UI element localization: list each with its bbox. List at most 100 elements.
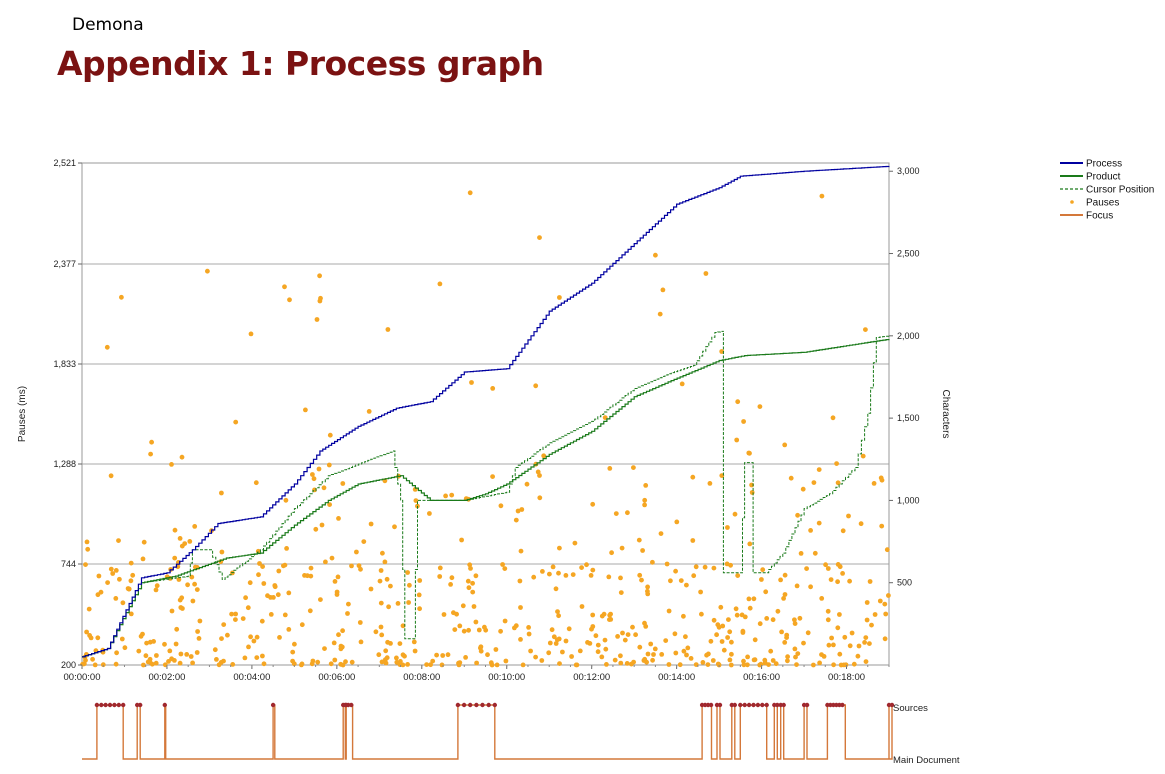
pause-point xyxy=(872,612,878,617)
pause-point xyxy=(93,648,99,654)
pause-point xyxy=(437,565,443,571)
left-tick-label: 200 xyxy=(61,660,76,670)
pause-point xyxy=(867,641,872,646)
pause-point xyxy=(725,525,730,530)
focus-marker xyxy=(468,702,473,708)
pause-point xyxy=(122,645,128,651)
pause-point xyxy=(784,635,789,640)
pause-point xyxy=(745,662,750,668)
pause-point xyxy=(384,655,390,661)
pause-point xyxy=(406,600,411,605)
pause-point xyxy=(812,550,818,556)
pause-point xyxy=(714,632,719,638)
pause-point xyxy=(668,578,673,584)
pause-point xyxy=(826,642,832,648)
x-tick-label: 00:10:00 xyxy=(488,672,525,683)
pause-point xyxy=(821,654,827,659)
pause-point xyxy=(457,660,463,665)
pause-point xyxy=(476,627,482,633)
pause-point xyxy=(741,658,746,664)
pause-point xyxy=(572,540,578,546)
pause-point xyxy=(849,630,855,636)
pause-point xyxy=(86,606,92,612)
pause-point xyxy=(185,582,191,588)
pause-point xyxy=(674,519,680,525)
pause-point xyxy=(188,654,194,659)
focus-marker xyxy=(755,702,761,708)
pause-point xyxy=(842,634,848,640)
pause-point xyxy=(179,454,185,460)
pause-point xyxy=(846,513,851,519)
pause-point xyxy=(805,630,811,636)
pause-point xyxy=(354,549,359,555)
pause-point xyxy=(847,643,853,649)
pause-point xyxy=(642,502,647,508)
right-tick-label: 1,500 xyxy=(897,413,920,423)
pause-point xyxy=(563,573,569,578)
pause-point xyxy=(630,624,635,630)
focus-marker xyxy=(270,702,276,708)
pause-point xyxy=(688,656,694,661)
pause-point xyxy=(741,662,747,668)
focus-marker xyxy=(840,702,845,708)
focus-marker xyxy=(107,702,113,708)
pause-point xyxy=(327,432,333,438)
pause-point xyxy=(253,480,259,486)
pause-point xyxy=(261,581,267,586)
pause-point xyxy=(585,640,590,645)
pause-point xyxy=(503,658,509,664)
pause-point xyxy=(275,592,281,598)
pause-point xyxy=(356,563,362,569)
pause-point xyxy=(660,287,666,293)
pause-point xyxy=(178,605,184,610)
pause-point xyxy=(685,645,691,651)
pause-point xyxy=(684,652,689,658)
pause-point xyxy=(553,641,559,646)
pause-point xyxy=(502,566,508,571)
pause-point xyxy=(126,586,132,592)
pause-point xyxy=(345,611,350,616)
pause-point xyxy=(741,419,746,424)
pause-point xyxy=(517,578,523,584)
pause-point xyxy=(684,582,689,588)
pause-point xyxy=(313,526,319,532)
pause-point xyxy=(547,640,553,646)
pause-point xyxy=(85,546,91,552)
pause-point xyxy=(439,662,445,668)
pause-point xyxy=(640,548,645,553)
pause-point xyxy=(315,659,321,665)
pause-point xyxy=(382,559,388,565)
pause-point xyxy=(322,646,327,651)
pause-point xyxy=(385,639,390,645)
pause-point xyxy=(192,524,198,529)
pause-point xyxy=(478,644,484,650)
pause-point xyxy=(443,493,448,499)
pause-point xyxy=(308,565,314,571)
pause-point xyxy=(620,630,625,636)
pause-point xyxy=(520,662,526,668)
pause-point xyxy=(625,632,631,637)
pause-point xyxy=(816,467,822,472)
pause-point xyxy=(174,626,180,632)
focus-marker xyxy=(738,702,743,708)
pause-point xyxy=(518,548,524,554)
pause-point xyxy=(268,612,274,617)
pause-point xyxy=(143,653,149,659)
pause-point xyxy=(763,589,769,595)
pause-point xyxy=(357,620,363,625)
pause-point xyxy=(751,596,757,602)
pause-point xyxy=(291,661,297,667)
pause-point xyxy=(648,641,654,647)
pause-point xyxy=(800,486,806,492)
pause-point xyxy=(752,657,758,663)
pause-point xyxy=(376,652,382,658)
pause-point xyxy=(261,661,267,667)
focus-marker xyxy=(775,702,780,708)
pause-point xyxy=(120,600,126,606)
pause-point xyxy=(219,490,224,496)
pause-point xyxy=(603,646,609,652)
pause-point xyxy=(221,622,227,627)
pause-point xyxy=(349,659,355,665)
pause-point xyxy=(693,564,699,570)
pause-point xyxy=(440,653,446,658)
